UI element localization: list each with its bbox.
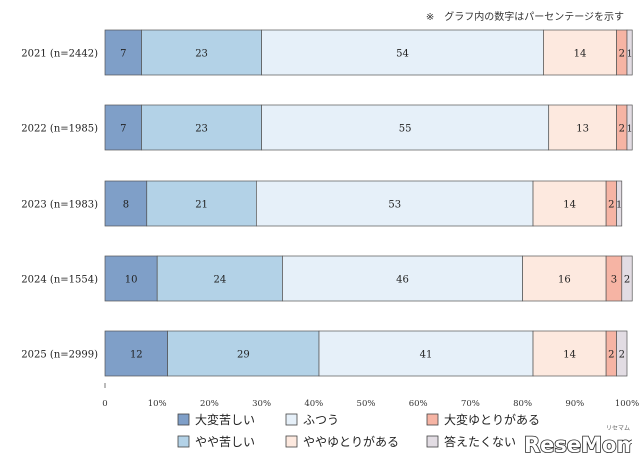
bars-layer: 7 23 54 14 2 17 23 55 13 2 18 21 53 14 2 110 24 46 16 3 212 2…: [104, 29, 633, 377]
data-label: 46: [396, 275, 409, 286]
legend-label: 大変苦しい: [195, 412, 255, 427]
bar-segment: [543, 29, 617, 76]
data-label: 2: [608, 200, 614, 211]
bar-segment: [261, 104, 550, 151]
x-tick-label: 40%: [304, 399, 323, 409]
data-label: 41: [420, 350, 433, 361]
logo-text: ReseMom: [524, 433, 632, 457]
legend-label: ふつう: [303, 413, 339, 427]
data-label: 13: [576, 124, 589, 135]
data-label: 23: [195, 124, 208, 135]
x-tick-label: 30%: [252, 399, 271, 409]
data-label: 7: [120, 124, 126, 135]
category-label: 2025 (n=2999): [21, 350, 98, 361]
data-label: 29: [237, 350, 250, 361]
bar-segment: [532, 330, 607, 377]
bar-segment: [616, 180, 623, 227]
bar-segment: [104, 255, 158, 302]
data-label: 21: [195, 200, 208, 211]
bar-segment: [141, 29, 262, 76]
bar-segment: [532, 180, 607, 227]
data-label: 16: [558, 275, 571, 286]
data-label: 14: [563, 200, 576, 211]
x-tick-label: 50%: [357, 399, 376, 409]
data-label: 2: [608, 350, 614, 361]
bar-segment: [104, 29, 142, 76]
bar-segment: [318, 330, 534, 377]
bar-segment: [256, 180, 534, 227]
data-label: 1: [627, 125, 633, 135]
x-tick-label: 20%: [200, 399, 219, 409]
legend-swatch: [285, 435, 298, 448]
category-label: 2022 (n=1985): [21, 124, 98, 135]
data-label: 23: [195, 49, 208, 60]
x-tick-label: 0: [102, 399, 107, 409]
legend-swatch: [426, 413, 439, 426]
bar-segment: [626, 104, 633, 151]
bar-segment: [616, 330, 628, 377]
bar-segment: [548, 104, 617, 151]
x-tick-label: 100%: [615, 399, 639, 409]
data-label: 3: [611, 275, 617, 286]
x-tick-label: 90%: [565, 399, 584, 409]
data-label: 53: [388, 200, 401, 211]
legend-swatch: [177, 435, 190, 448]
legend-label: やや苦しい: [195, 435, 255, 449]
x-axis: 0 10% 20% 30% 40% 50% 60% 70% 80% 90% 100%: [102, 383, 639, 409]
logo-subtext: リセマム: [606, 425, 630, 432]
data-label: 14: [574, 49, 587, 60]
x-tick-label: 70%: [461, 399, 480, 409]
data-label: 2: [624, 275, 630, 286]
x-tick-label: 10%: [148, 399, 167, 409]
data-label: 14: [563, 350, 576, 361]
legend-label: ややゆとりがある: [303, 434, 399, 449]
data-label: 7: [120, 49, 126, 60]
data-label: 2: [619, 350, 625, 361]
category-label: 2023 (n=1983): [21, 200, 98, 211]
data-label: 24: [213, 275, 226, 286]
bar-segment: [626, 29, 633, 76]
category-label: 2021 (n=2442): [21, 49, 98, 60]
data-label: 55: [399, 124, 412, 135]
category-labels: 2021 (n=2442) 2022 (n=1985) 2023 (n=1983) 2…: [21, 49, 98, 361]
data-label: 1: [627, 50, 633, 60]
legend-swatch: [177, 413, 190, 426]
data-label: 10: [125, 275, 138, 286]
resemom-logo: リセマム ReseMom: [523, 425, 632, 458]
data-label: 2: [619, 49, 625, 60]
data-label: 54: [396, 49, 409, 60]
bar-segment: [167, 330, 320, 377]
legend-label: 答えたくない: [444, 434, 516, 449]
category-label: 2024 (n=1554): [21, 275, 98, 286]
legend-swatch: [285, 413, 298, 426]
data-label: 2: [619, 124, 625, 135]
data-label: 12: [130, 350, 143, 361]
bar-segment: [104, 330, 168, 377]
chart-note: ※ グラフ内の数字はパーセンテージを示す: [425, 12, 624, 23]
x-tick-label: 60%: [409, 399, 428, 409]
legend-label: 大変ゆとりがある: [444, 412, 540, 427]
bar-segment: [621, 255, 633, 302]
x-tick-label: 80%: [513, 399, 532, 409]
data-label: 8: [123, 200, 129, 211]
legend-swatch: [426, 435, 439, 448]
bar-segment: [522, 255, 607, 302]
bar-segment: [104, 180, 148, 227]
data-label: 1: [616, 201, 622, 211]
